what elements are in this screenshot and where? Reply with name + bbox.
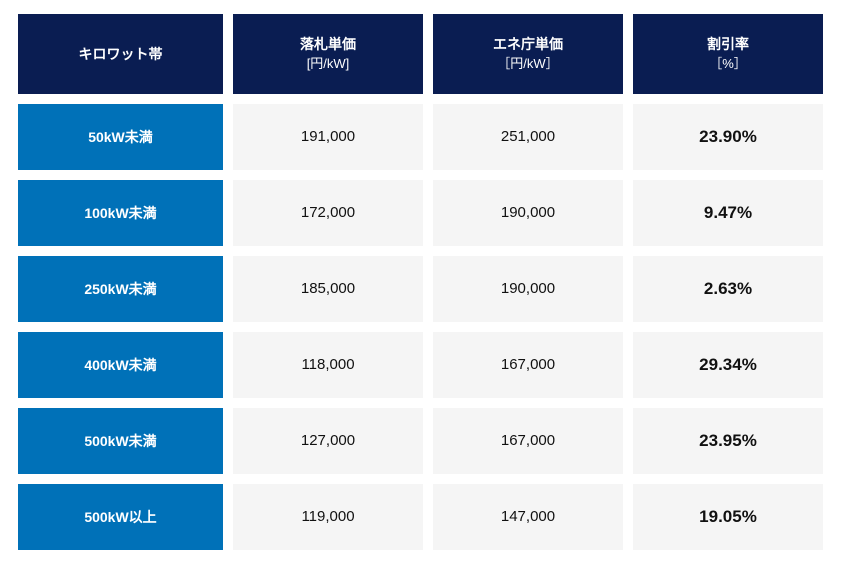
row-bid: 172,000: [233, 180, 423, 246]
header-sub: [円/kW]: [307, 56, 350, 71]
row-discount: 23.95%: [633, 408, 823, 474]
row-bid: 119,000: [233, 484, 423, 550]
row-discount: 2.63%: [633, 256, 823, 322]
row-agency: 167,000: [433, 332, 623, 398]
header-title: キロワット帯: [79, 46, 163, 62]
row-label: 400kW未満: [18, 332, 223, 398]
header-discount: 割引率 ［%］: [633, 14, 823, 94]
row-discount: 29.34%: [633, 332, 823, 398]
row-agency: 190,000: [433, 256, 623, 322]
header-agency-price: エネ庁単価 ［円/kW］: [433, 14, 623, 94]
row-discount: 9.47%: [633, 180, 823, 246]
row-label: 500kW以上: [18, 484, 223, 550]
row-bid: 185,000: [233, 256, 423, 322]
header-kw-band: キロワット帯: [18, 14, 223, 94]
header-title: 割引率: [707, 36, 749, 52]
row-agency: 251,000: [433, 104, 623, 170]
row-agency: 167,000: [433, 408, 623, 474]
row-agency: 147,000: [433, 484, 623, 550]
header-sub: ［%］: [709, 56, 747, 71]
header-sub: ［円/kW］: [497, 56, 558, 71]
row-label: 100kW未満: [18, 180, 223, 246]
row-agency: 190,000: [433, 180, 623, 246]
row-bid: 127,000: [233, 408, 423, 474]
row-label: 50kW未満: [18, 104, 223, 170]
header-title: エネ庁単価: [493, 36, 563, 52]
header-bid-price: 落札単価 [円/kW]: [233, 14, 423, 94]
row-discount: 23.90%: [633, 104, 823, 170]
row-label: 500kW未満: [18, 408, 223, 474]
pricing-table: キロワット帯 落札単価 [円/kW] エネ庁単価 ［円/kW］ 割引率 ［%］ …: [18, 14, 825, 550]
header-title: 落札単価: [300, 36, 356, 52]
row-bid: 191,000: [233, 104, 423, 170]
row-label: 250kW未満: [18, 256, 223, 322]
row-bid: 118,000: [233, 332, 423, 398]
row-discount: 19.05%: [633, 484, 823, 550]
